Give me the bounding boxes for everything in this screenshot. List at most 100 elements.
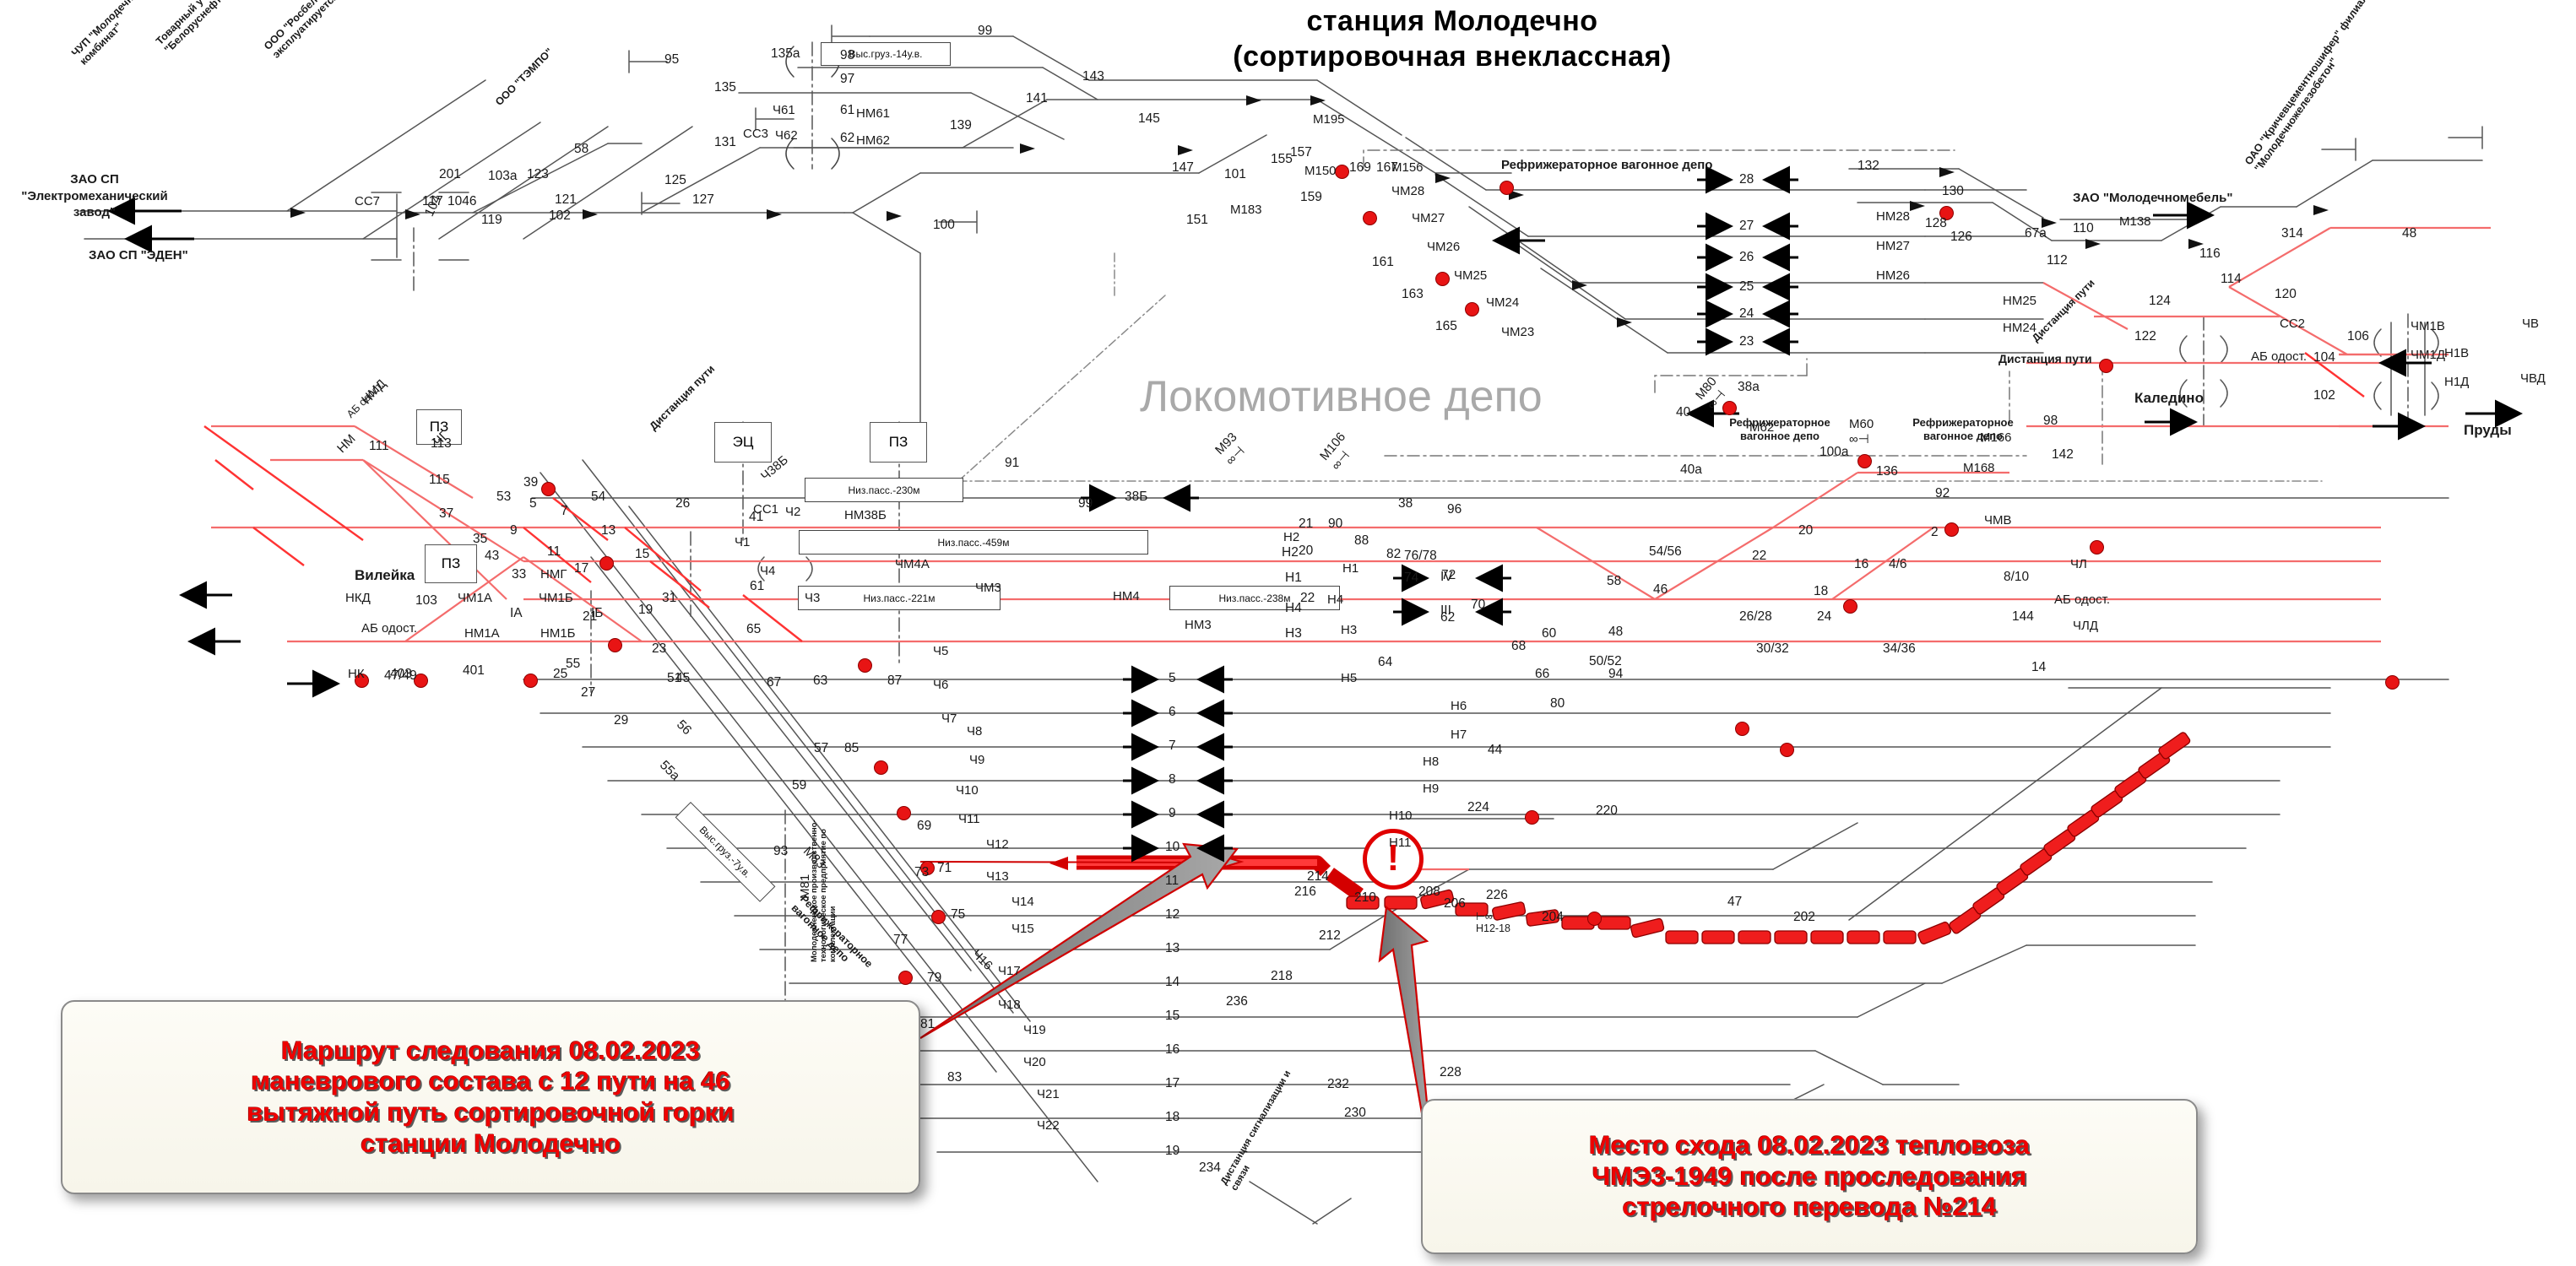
switch-number: 19 xyxy=(638,603,653,617)
signal-label-ch15: Ч15 xyxy=(1011,922,1034,936)
station-track-number: 7 xyxy=(1169,738,1176,753)
switch-number: 7 xyxy=(561,504,568,518)
switch-number: 115 xyxy=(429,473,450,487)
switch-number: 88 xyxy=(1354,533,1369,548)
signal-label-chm24: ЧМ24 xyxy=(1486,295,1520,310)
switch-number-route: 220 xyxy=(1596,803,1618,818)
switch-number-route: 212 xyxy=(1319,928,1341,943)
switch-number: 38a xyxy=(1738,380,1760,394)
signal-label-nm38b: НМ38Б xyxy=(844,508,887,522)
signal-label-cc3: СС3 xyxy=(743,127,769,141)
signal-label-n6: Н6 xyxy=(1451,699,1467,713)
signal-label-m168: М168 xyxy=(1963,461,1995,475)
switch-number-route: 224 xyxy=(1467,800,1489,814)
switch-number: 113 xyxy=(431,436,452,451)
stop-marker xyxy=(599,556,614,571)
switch-number: 26/28 xyxy=(1739,609,1772,624)
stop-marker xyxy=(1465,302,1479,316)
switch-number: 23 xyxy=(652,641,667,656)
switch-number-route: 218 xyxy=(1271,969,1293,983)
switch-number: 68 xyxy=(1511,639,1527,653)
switch-number: 121 xyxy=(555,192,577,207)
switch-number: 83 xyxy=(947,1070,963,1085)
platform-box-niz-pass-238: Низ.пасс.-238м xyxy=(1169,586,1340,610)
post-box-ec: ЭЦ xyxy=(714,422,772,463)
stop-marker xyxy=(1735,722,1749,736)
signal-label-nmg: НМГ xyxy=(540,567,567,582)
stop-marker xyxy=(608,638,622,652)
stop-marker xyxy=(874,760,888,775)
switch-number: 93 xyxy=(773,844,789,858)
department-refrigerator-depot-1: Рефрижераторное вагонное депо xyxy=(1501,158,1713,172)
stop-marker xyxy=(1857,454,1872,468)
switch-number: 157 xyxy=(1290,145,1312,160)
station-track-number: IV xyxy=(1440,570,1453,584)
switch-number: 111 xyxy=(369,439,389,453)
switch-number: 58 xyxy=(1607,574,1622,588)
switch-number: 15 xyxy=(635,547,650,561)
station-track-number: IБ xyxy=(591,606,604,620)
page-title-line1: станция Молодечно xyxy=(1306,5,1598,37)
switch-number: 5 xyxy=(529,496,537,511)
switch-number: 44 xyxy=(1488,743,1503,757)
switch-number: 26 xyxy=(675,496,691,511)
switch-number: 22 xyxy=(1752,549,1767,563)
switch-number: 27 xyxy=(581,685,596,700)
switch-number: 18 xyxy=(1814,584,1829,598)
switch-number: 102 xyxy=(2313,388,2335,403)
signal-label-chmv: ЧМВ xyxy=(1984,513,2012,528)
route-callout-line-1: Маршрут следования 08.02.2023 xyxy=(280,1035,701,1065)
switch-number: 43 xyxy=(485,549,500,563)
switch-number: 99 xyxy=(1078,496,1093,511)
switch-number-route: 204 xyxy=(1542,910,1564,924)
stop-marker xyxy=(1500,181,1514,195)
switch-number: 29 xyxy=(614,713,629,728)
switch-number: 119 xyxy=(481,213,502,227)
switch-number: 155 xyxy=(1271,152,1293,166)
switch-number: 75 xyxy=(951,907,966,922)
switch-number: 94 xyxy=(1608,667,1624,681)
switch-number: 21 xyxy=(583,609,598,624)
department-refrigerator-depot-3: Рефрижераторное вагонное депо xyxy=(1912,416,2014,443)
switch-number: 141 xyxy=(1026,91,1048,106)
station-track-number: IA xyxy=(510,606,523,620)
switch-number-route: 226 xyxy=(1486,888,1508,902)
switch-number: 13 xyxy=(601,523,616,538)
platform-box-niz-pass-459: Низ.пасс.-459м xyxy=(799,530,1148,555)
switch-number: 76/78 xyxy=(1404,549,1437,563)
switch-number: 72 xyxy=(1441,568,1456,582)
switch-number: 35 xyxy=(473,532,488,546)
switch-number: 130 xyxy=(1942,184,1964,198)
switch-number: 69 xyxy=(917,819,932,833)
switch-number: 61 xyxy=(750,579,765,593)
switch-number: 123 xyxy=(527,167,549,181)
signal-label-m81: М81 xyxy=(798,874,812,899)
station-track-number: 18 xyxy=(1165,1110,1180,1124)
switch-number: 120 xyxy=(2275,287,2297,301)
switch-number: 64 xyxy=(1378,655,1393,669)
switch-number: 39 xyxy=(523,475,539,490)
switch-number: 37 xyxy=(439,506,454,521)
station-track-number: 6 xyxy=(1169,705,1176,719)
signal-label-m156: М156 xyxy=(1391,160,1424,175)
signal-label-chm1v: ЧМ1В xyxy=(2411,319,2445,333)
signal-label-ch3: Ч3 xyxy=(805,591,821,605)
signal-label-nm62: НМ62 xyxy=(856,133,891,148)
signal-label-nkd: НКД xyxy=(345,591,371,605)
switch-number: 54/56 xyxy=(1649,544,1682,559)
switch-number: 92 xyxy=(1935,486,1950,500)
stop-marker xyxy=(1435,272,1450,286)
switch-number: 74 xyxy=(1404,571,1419,585)
switch-number: 63 xyxy=(813,674,828,688)
signal-label-ch1: Ч1 xyxy=(735,535,751,549)
switch-number: 169 xyxy=(1349,160,1371,175)
switch-number: 314 xyxy=(2281,226,2303,241)
signal-label-n2: Н2 xyxy=(1283,530,1300,544)
derailment-callout-box: Место схода 08.02.2023 тепловоза ЧМЭ3-19… xyxy=(1421,1099,2198,1254)
station-track-number: 5 xyxy=(1169,671,1176,685)
signal-label-ch20: Ч20 xyxy=(1023,1055,1046,1069)
signal-label-chm1d: ЧМ1Д xyxy=(2411,348,2445,362)
switch-number: 126 xyxy=(1950,230,1972,244)
direction-label-prudy: Пруды xyxy=(2464,422,2512,438)
switch-number: 60 xyxy=(1542,626,1557,641)
